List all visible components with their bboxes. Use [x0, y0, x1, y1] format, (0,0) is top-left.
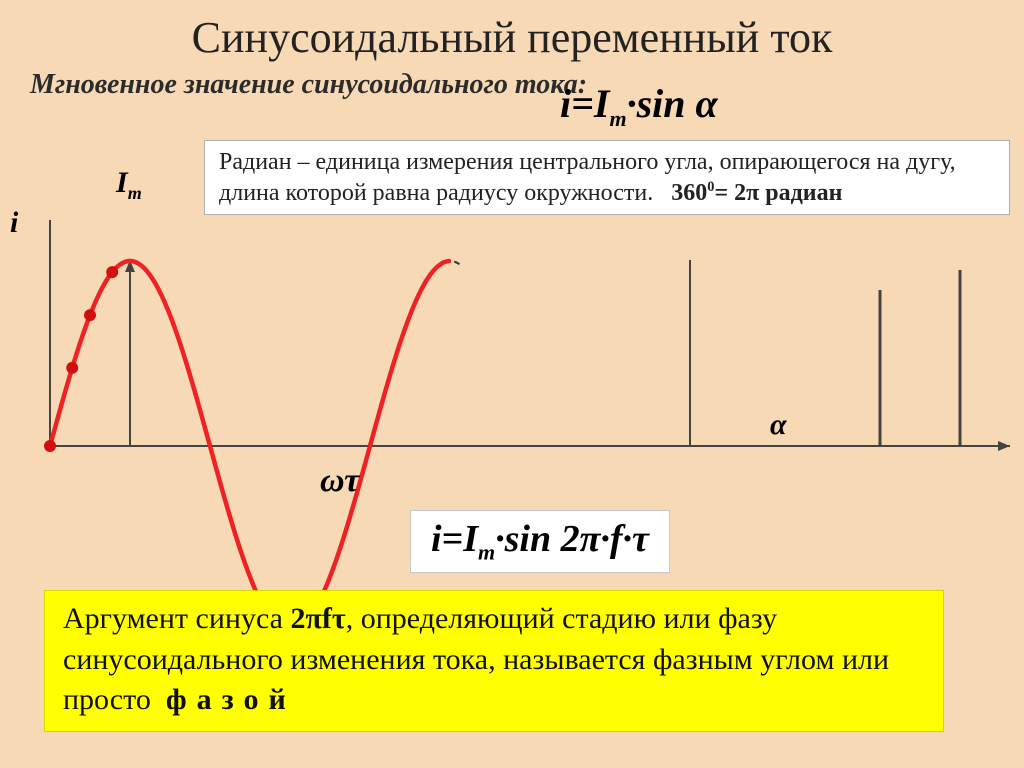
- phase-definition-box: Аргумент синуса 2πfτ, определяющий стади…: [44, 590, 944, 732]
- subtitle: Мгновенное значение синусоидального тока…: [0, 69, 1024, 101]
- omega-tau-label: ωτ: [320, 462, 359, 500]
- formula-expanded: i=Im·sin 2π·f·τ: [410, 510, 670, 573]
- alpha-axis-label: α: [770, 408, 787, 442]
- Im-label: Im: [116, 166, 142, 204]
- formula-main: i=Im·sin α: [560, 80, 718, 132]
- page-title: Синусоидальный переменный ток: [0, 0, 1024, 63]
